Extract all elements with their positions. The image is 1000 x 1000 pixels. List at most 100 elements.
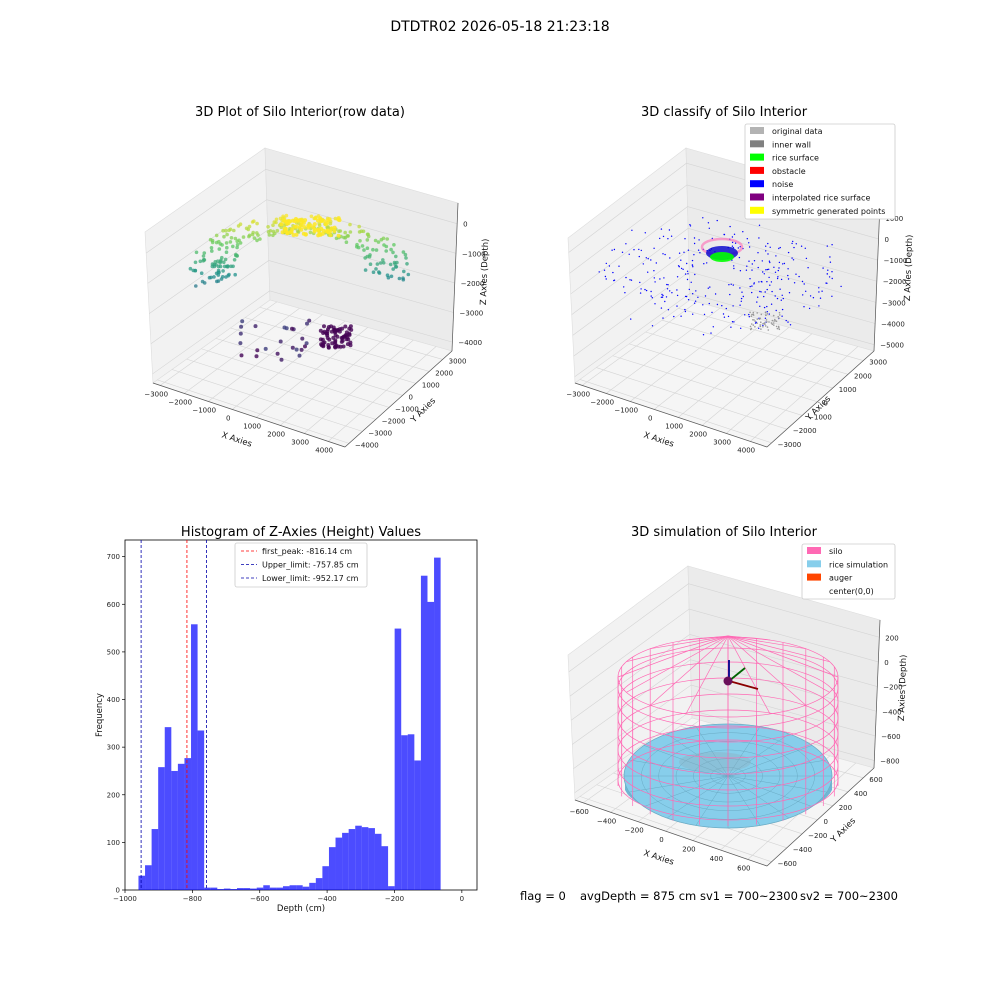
classify-noise-point (624, 292, 626, 294)
classify-noise-point (630, 318, 632, 320)
histogram-legend-label: first_peak: -816.14 cm (262, 547, 352, 556)
raw-point (338, 229, 343, 233)
simulation-x-tick: −400 (597, 817, 616, 825)
raw-z-tick: −2000 (461, 280, 485, 288)
classify-legend-label: inner wall (772, 140, 811, 149)
raw-x-tick: 3000 (291, 438, 309, 446)
histogram-bar (145, 865, 152, 890)
classify-original-point (756, 318, 759, 320)
histogram-legend: first_peak: -816.14 cm Upper_limit: -757.… (234, 542, 368, 588)
classify-x-axis-label: X Axies (642, 430, 675, 449)
raw-point (334, 236, 339, 241)
classify-noise-point (680, 259, 682, 261)
raw-point (391, 250, 395, 255)
classify-noise-point (654, 281, 656, 283)
classify-legend-label: symmetric generated points (772, 207, 885, 216)
classify-legend: original data inner wall rice surface obsta… (744, 123, 896, 220)
classify-noise-point (734, 242, 737, 244)
classify-noise-point (827, 269, 829, 271)
classify-noise-point (751, 291, 753, 294)
raw-point (252, 236, 257, 240)
raw-point (220, 275, 225, 279)
raw-point (307, 318, 312, 323)
raw-point (376, 240, 381, 244)
histogram-bar (296, 885, 303, 890)
classify-noise-point (840, 285, 842, 288)
classify-noise-point (723, 316, 726, 318)
raw-point (198, 259, 203, 264)
raw-point (278, 339, 283, 344)
classify-noise-point (680, 267, 683, 270)
raw-point (305, 321, 309, 326)
raw-point (359, 229, 364, 233)
raw-point (201, 254, 206, 258)
classify-legend-swatch (750, 153, 764, 161)
classify-noise-point (676, 305, 678, 307)
classify-z-tick: −3000 (882, 299, 906, 307)
classify-original-point (759, 325, 762, 328)
classify-z-tick: −5000 (880, 342, 904, 350)
panel-raw-3d: 3D Plot of Silo Interior(row data) −3000… (144, 105, 491, 454)
classify-noise-point (709, 286, 711, 288)
classify-noise-point (631, 229, 633, 231)
raw-point (202, 258, 207, 262)
raw-y-tick: −2000 (382, 417, 406, 425)
raw-point (271, 233, 275, 238)
classify-noise-point (760, 291, 762, 293)
classify-noise-point (662, 294, 664, 297)
classify-original-point (752, 311, 755, 314)
histogram-bar (289, 885, 297, 890)
classify-noise-point (795, 273, 797, 275)
classify-noise-point (689, 225, 692, 227)
classify-original-point (752, 314, 755, 316)
raw-point (381, 236, 386, 241)
classify-noise-point (708, 302, 710, 305)
classify-noise-point (684, 273, 687, 275)
classify-noise-point (703, 263, 705, 265)
classify-noise-point (730, 326, 732, 328)
classify-noise-point (781, 315, 783, 317)
classify-original-point (778, 328, 781, 331)
classify-noise-point (608, 265, 611, 267)
raw-point (341, 344, 346, 349)
classify-noise-point (630, 279, 633, 281)
raw-point (235, 245, 239, 250)
raw-point (254, 354, 259, 359)
classify-noise-point (748, 246, 751, 248)
raw-point (232, 258, 237, 262)
classify-original-point (777, 325, 780, 328)
classify-noise-point (686, 262, 688, 265)
classify-noise-point (692, 266, 694, 268)
classify-original-point (752, 324, 755, 326)
classify-noise-point (683, 251, 685, 253)
raw-point (279, 225, 284, 230)
histogram-bar (197, 730, 205, 890)
histogram-bar (250, 888, 257, 890)
classify-noise-point (763, 295, 765, 298)
classify-noise-point (638, 255, 640, 258)
classify-noise-point (725, 307, 727, 310)
classify-noise-point (640, 249, 642, 252)
histogram-x-tick-label: −1000 (113, 895, 137, 903)
raw-point (401, 277, 406, 282)
classify-x-tick: 3000 (713, 438, 731, 446)
raw-point (223, 257, 228, 262)
simulation-x-tick: −600 (570, 808, 589, 816)
histogram-bar (414, 760, 421, 890)
raw-point (371, 247, 375, 252)
raw-point (356, 245, 361, 250)
classify-noise-point (673, 315, 675, 318)
classify-noise-point (603, 269, 606, 271)
classify-original-point (749, 311, 751, 314)
histogram-bar (388, 886, 395, 890)
raw-point (385, 237, 390, 241)
raw-point (303, 218, 308, 223)
raw-point (255, 348, 260, 353)
raw-point (238, 341, 243, 346)
simulation-y-tick: 600 (869, 776, 882, 784)
classify-noise-point (667, 284, 669, 286)
classify-noise-point (785, 319, 787, 322)
histogram-bar (237, 888, 244, 890)
classify-original-point (764, 325, 767, 327)
classify-noise-point (716, 303, 719, 306)
